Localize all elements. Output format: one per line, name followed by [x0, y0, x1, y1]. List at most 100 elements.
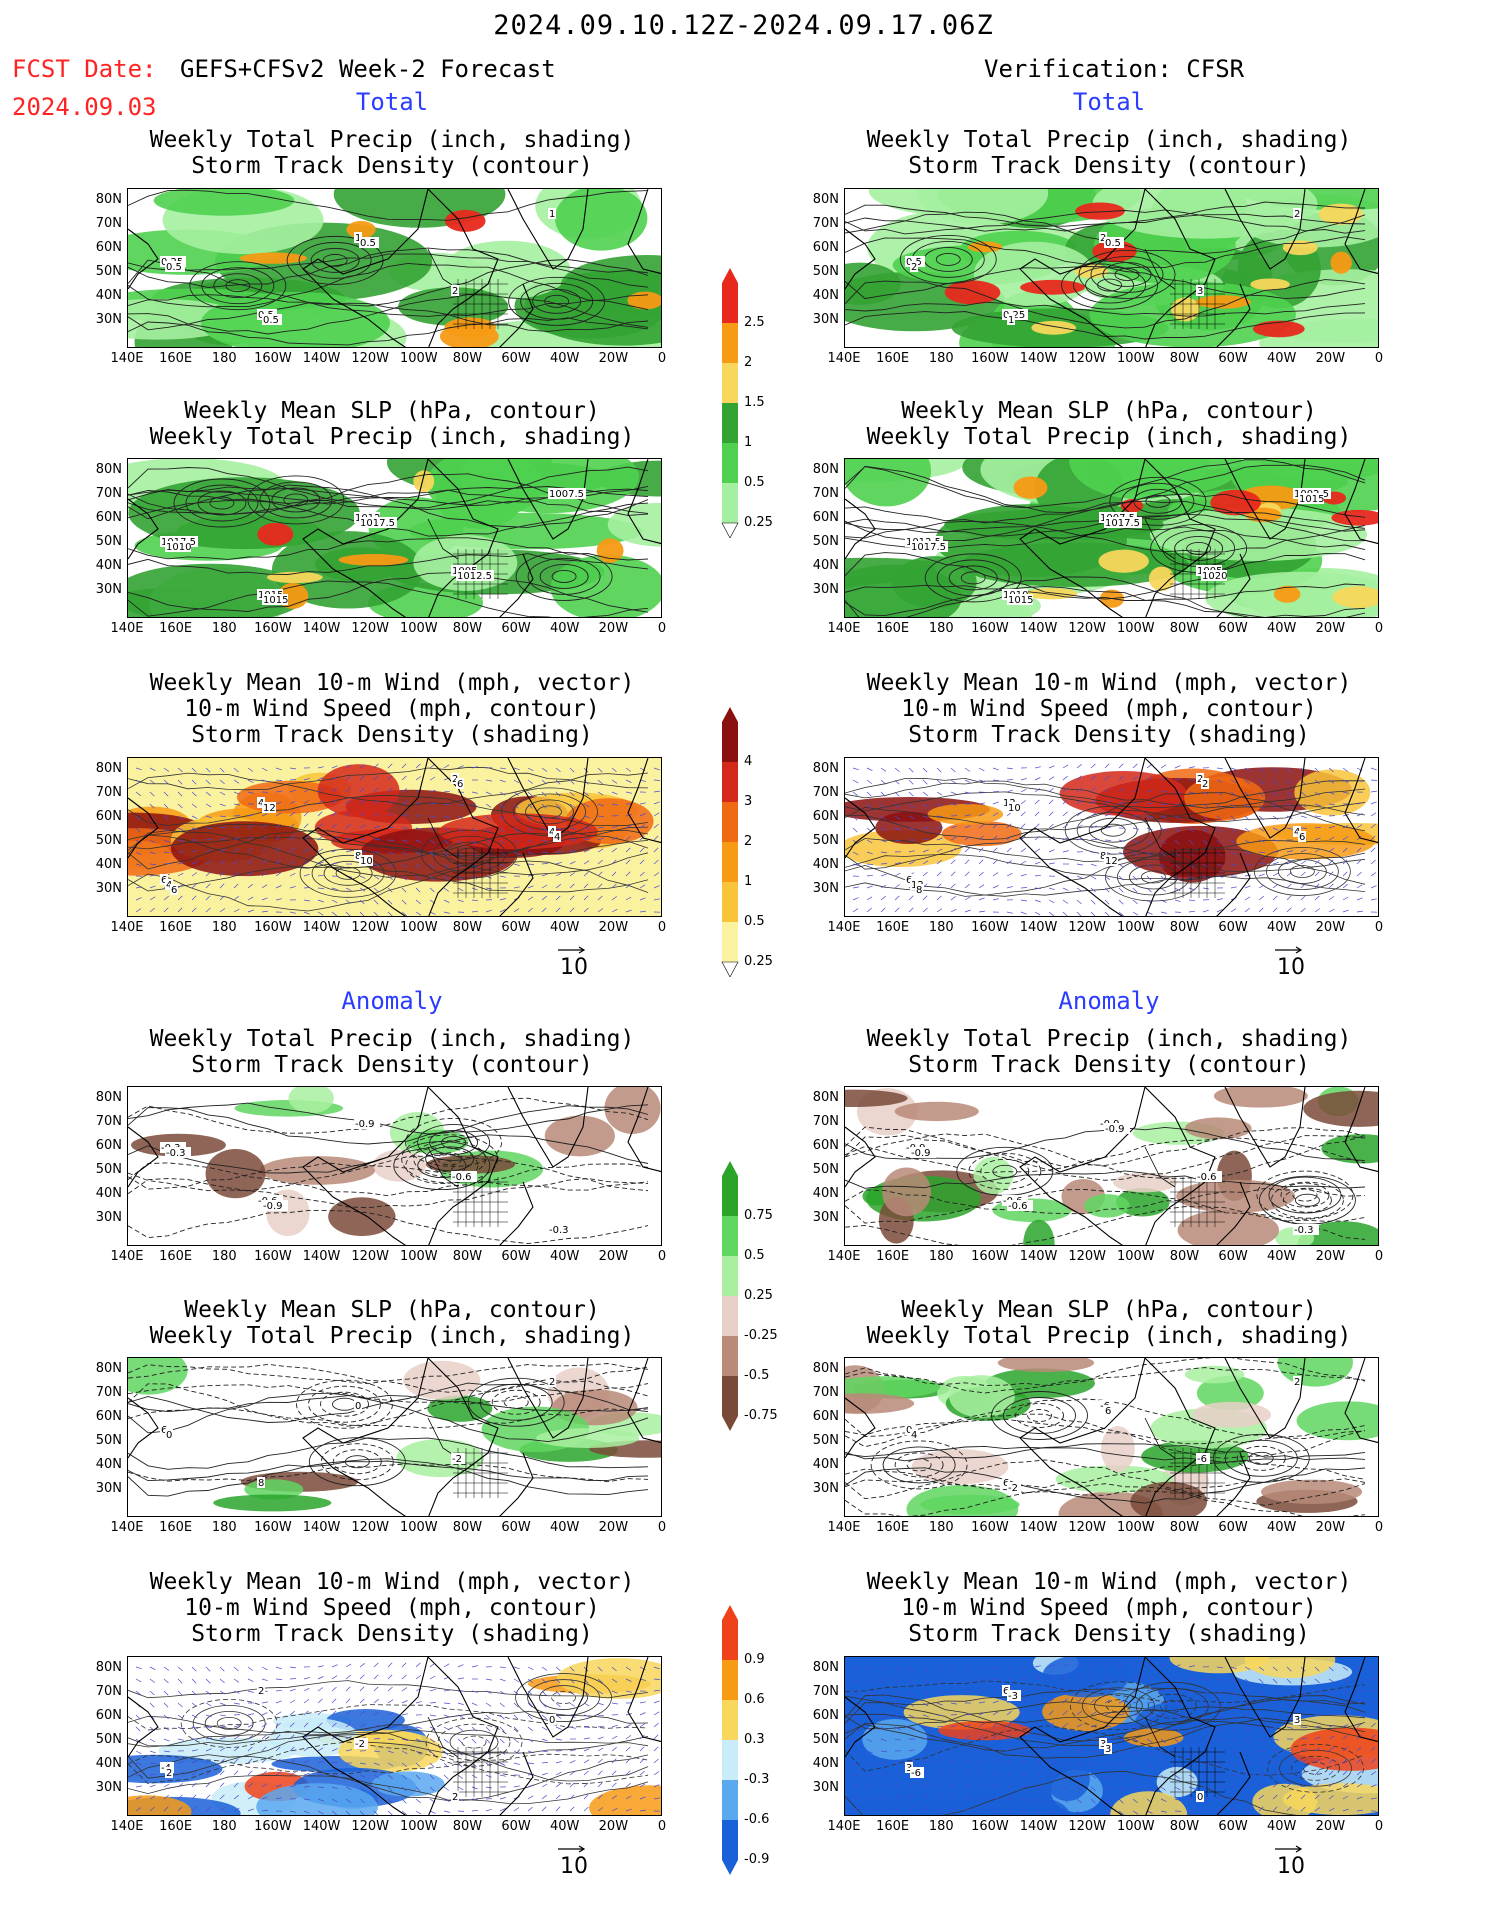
colorbar-segment — [722, 1336, 738, 1376]
wind-vector — [219, 1702, 226, 1706]
wind-vector — [1216, 898, 1223, 901]
wind-vector — [1328, 825, 1335, 829]
wind-vector — [1160, 1714, 1167, 1718]
lon-tick-label: 160E — [159, 351, 193, 366]
wind-vector — [415, 763, 421, 769]
lon-tick-label: 120W — [1068, 1520, 1106, 1535]
contour-line — [845, 1413, 1366, 1459]
lon-tick-label: 0 — [657, 351, 667, 366]
wind-vector — [415, 1786, 421, 1792]
wind-vector — [415, 1701, 422, 1704]
wind-vector — [401, 1662, 407, 1668]
contour-ring — [906, 1458, 932, 1472]
wind-vector — [1216, 863, 1223, 867]
wind-vector — [653, 823, 659, 829]
wind-vector — [177, 1761, 184, 1764]
contour-label: 8 — [258, 1478, 264, 1489]
wind-vector — [247, 767, 254, 772]
wind-vector — [1160, 1750, 1166, 1756]
wind-vector — [1216, 1797, 1223, 1800]
wind-vector — [625, 871, 631, 877]
lon-tick-label: 20W — [598, 920, 629, 935]
wind-vector — [163, 907, 169, 913]
wind-vector — [569, 1806, 575, 1812]
wind-vector — [317, 835, 323, 841]
wind-vector — [177, 815, 184, 820]
wind-vector — [922, 1794, 928, 1800]
coastline — [1216, 283, 1251, 347]
wind-vector — [1244, 815, 1250, 821]
lon-tick-label: 160W — [254, 1249, 292, 1264]
wind-vector — [950, 1735, 957, 1740]
contour-line — [128, 1732, 649, 1782]
storm-shade — [941, 821, 1022, 847]
wind-vector — [1230, 1678, 1237, 1683]
wind-vector — [527, 839, 534, 844]
wind-vector — [992, 823, 998, 829]
wind-vector — [1342, 1723, 1349, 1728]
greenland-coast — [507, 189, 589, 270]
wind-vector — [317, 1798, 324, 1802]
contour-label: 6 — [1105, 1406, 1111, 1417]
wind-vector — [457, 899, 464, 903]
wind-vector — [1160, 1738, 1166, 1744]
colorbar-label: 0.6 — [744, 1692, 765, 1707]
wind-vector — [555, 1714, 562, 1719]
wind-vector — [1160, 887, 1167, 892]
wind-vector — [1034, 1773, 1041, 1776]
wind-vector — [653, 859, 659, 865]
wind-vector — [233, 1758, 239, 1764]
contour-ring — [1253, 847, 1351, 896]
precip-heavy — [1013, 476, 1048, 499]
contour-line — [128, 1458, 649, 1497]
wind-vector — [219, 1714, 227, 1717]
wind-vector — [205, 767, 211, 773]
lon-tick-label: 140E — [110, 1819, 144, 1834]
wind-vector — [275, 1722, 281, 1728]
contour-ring — [1093, 1693, 1143, 1719]
wind-vector — [317, 861, 324, 865]
contour-ring — [1277, 859, 1327, 884]
wind-vector — [219, 1747, 226, 1752]
wind-vector — [1300, 1737, 1307, 1740]
wind-vector — [331, 1798, 338, 1803]
wind-vector — [331, 787, 337, 793]
wind-vector — [457, 863, 463, 869]
wind-vector — [471, 1738, 477, 1744]
wind-vector — [1202, 815, 1208, 821]
contour-label: 1015 — [263, 595, 288, 606]
wind-vector — [1272, 872, 1279, 877]
wind-vector — [429, 1663, 435, 1668]
wind-vector — [1342, 847, 1348, 853]
wind-vector — [1104, 875, 1110, 880]
wind-vector — [331, 1786, 338, 1790]
contour-label-bg — [262, 1200, 288, 1211]
wind-vector — [1230, 1807, 1237, 1812]
contour-label-bg — [257, 1477, 265, 1488]
storm-anom-shade — [556, 1658, 661, 1699]
wind-vector — [1006, 886, 1013, 889]
precip-anom-shade — [1176, 1179, 1296, 1213]
contour-ring — [515, 552, 613, 601]
wind-vector — [191, 850, 198, 853]
precip-heavy — [1148, 566, 1175, 591]
wind-vector — [1006, 1746, 1012, 1752]
wind-vector — [317, 887, 325, 889]
wind-vector — [317, 788, 324, 793]
wind-vector — [457, 827, 463, 832]
wind-vector — [597, 1666, 603, 1672]
wind-vector — [950, 896, 956, 901]
coastline — [1216, 1181, 1251, 1245]
wind-vector — [1090, 887, 1096, 893]
wind-vector — [1202, 1726, 1208, 1732]
wind-vector — [135, 1807, 142, 1812]
wind-vector — [1062, 1798, 1069, 1803]
wind-vector — [513, 1762, 520, 1765]
wind-vector — [429, 887, 435, 893]
wind-vector — [443, 815, 450, 819]
coastline — [427, 817, 459, 859]
precip-heavy — [1282, 240, 1318, 256]
wind-vector — [1118, 863, 1125, 868]
wind-vector — [1020, 1786, 1028, 1788]
lon-tick-label: 180 — [211, 1520, 237, 1535]
